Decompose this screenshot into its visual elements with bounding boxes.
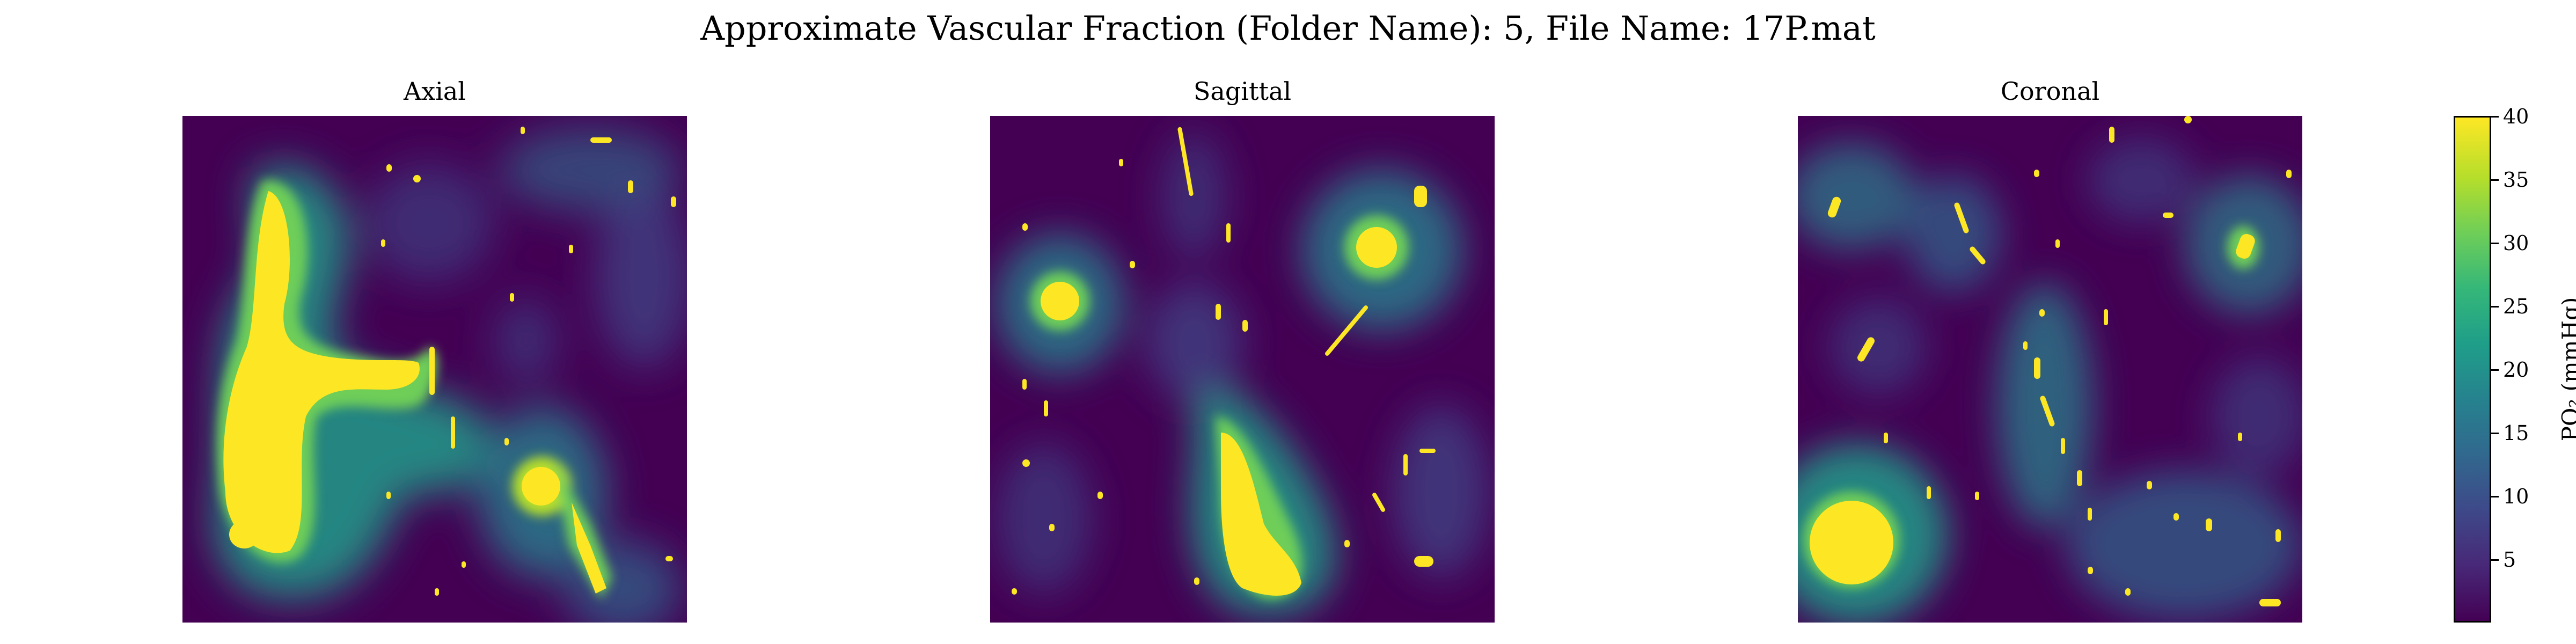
figure-title: Approximate Vascular Fraction (Folder Na… [700,9,1876,48]
axial-heatmap [182,116,687,623]
colorbar-tick [2491,559,2499,561]
axial-panel-title: Axial [403,77,466,106]
colorbar-axis-label: PO₂ (mmHg) [2557,297,2576,442]
colorbar-tick [2491,179,2499,181]
sagittal-heatmap-image [990,116,1495,623]
colorbar-tick-label: 20 [2503,358,2529,382]
colorbar-tick-label: 25 [2503,295,2529,318]
coronal-heatmap-image [1798,116,2302,623]
coronal-heatmap [1798,116,2302,623]
colorbar-tick-label: 40 [2503,105,2529,128]
colorbar-tick-label: 30 [2503,231,2529,255]
colorbar-tick [2491,306,2499,308]
colorbar-tick-label: 5 [2503,548,2516,572]
coronal-panel-title: Coronal [2000,77,2100,106]
colorbar-tick [2491,433,2499,434]
sagittal-heatmap [990,116,1495,623]
sagittal-panel-title: Sagittal [1193,77,1292,106]
colorbar-tick [2491,496,2499,497]
colorbar-tick-label: 10 [2503,485,2529,508]
colorbar [2454,116,2491,623]
colorbar-tick-label: 15 [2503,421,2529,445]
colorbar-tick [2491,369,2499,371]
axial-heatmap-image [182,116,687,623]
colorbar-tick [2491,116,2499,118]
colorbar-tick [2491,243,2499,244]
colorbar-tick-label: 35 [2503,168,2529,192]
